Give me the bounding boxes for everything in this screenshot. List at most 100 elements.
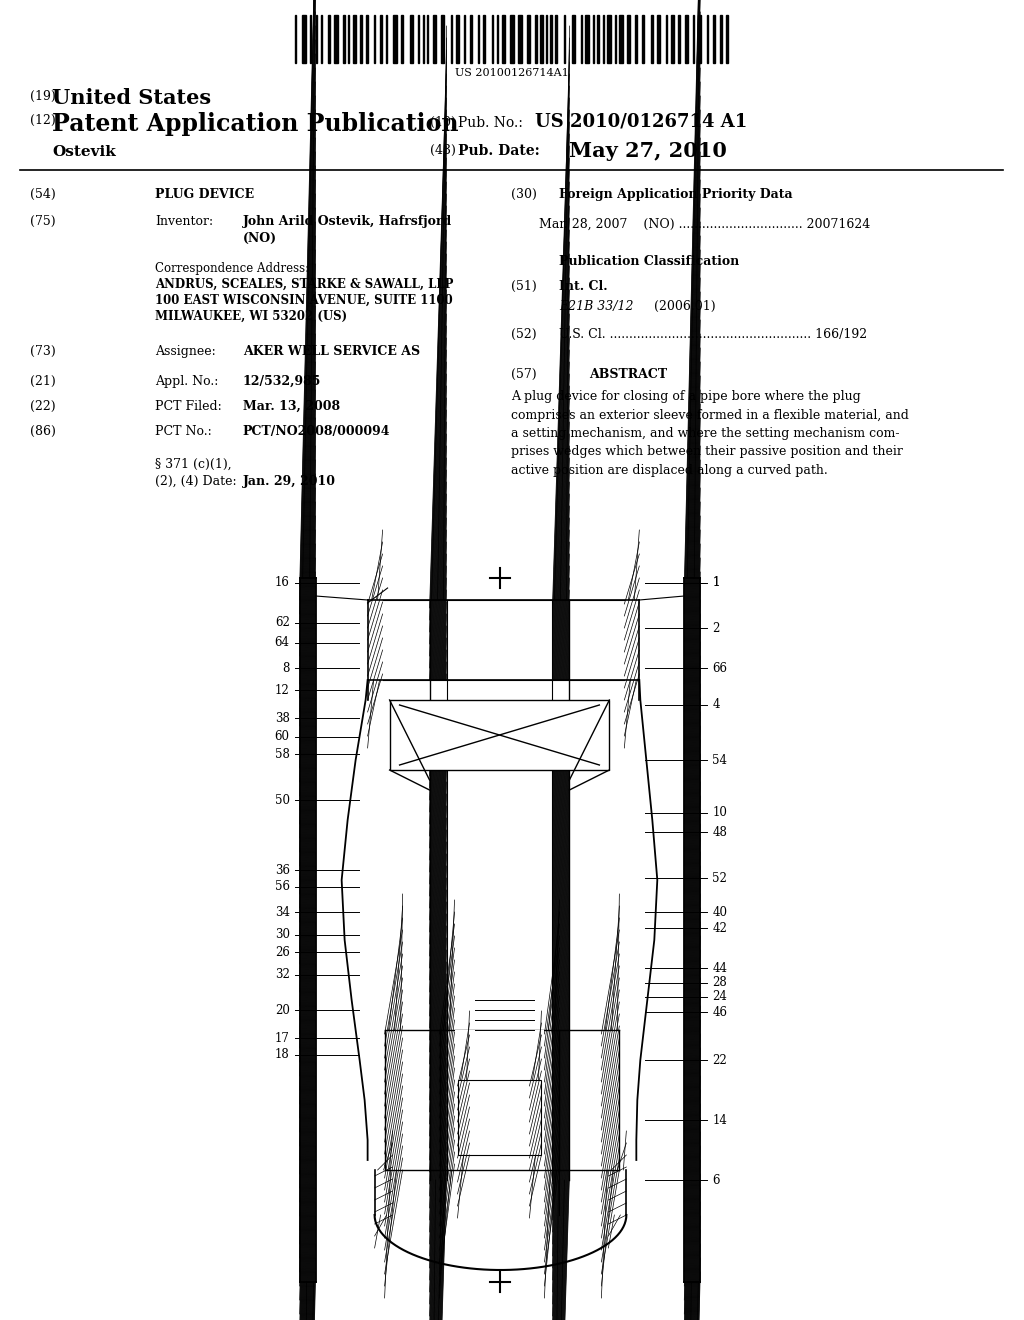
Bar xyxy=(642,15,644,63)
Bar xyxy=(527,15,530,63)
Text: 62: 62 xyxy=(274,616,290,630)
Bar xyxy=(678,15,680,63)
Bar xyxy=(455,1030,545,1170)
Text: 28: 28 xyxy=(713,977,727,990)
Text: 56: 56 xyxy=(274,880,290,894)
Bar xyxy=(456,15,459,63)
Text: 22: 22 xyxy=(713,1053,727,1067)
Text: Publication Classification: Publication Classification xyxy=(559,255,739,268)
Bar xyxy=(400,15,402,63)
Text: (43): (43) xyxy=(429,144,456,157)
Text: E21B 33/12: E21B 33/12 xyxy=(559,300,634,313)
Text: (52): (52) xyxy=(511,327,537,341)
Text: (2), (4) Date:: (2), (4) Date: xyxy=(155,475,237,488)
Text: Ostevik: Ostevik xyxy=(52,145,116,158)
Bar xyxy=(380,15,382,63)
Bar xyxy=(551,15,552,63)
Text: § 371 (c)(1),: § 371 (c)(1), xyxy=(155,458,231,471)
Bar xyxy=(657,15,660,63)
Text: 44: 44 xyxy=(713,961,727,974)
Text: Int. Cl.: Int. Cl. xyxy=(559,280,608,293)
Bar xyxy=(389,700,609,770)
Text: US 20100126714A1: US 20100126714A1 xyxy=(455,69,568,78)
Text: (51): (51) xyxy=(511,280,538,293)
Text: ANDRUS, SCEALES, STARKE & SAWALL, LLP: ANDRUS, SCEALES, STARKE & SAWALL, LLP xyxy=(155,279,454,290)
Text: 16: 16 xyxy=(274,577,290,590)
Text: 100 EAST WISCONSIN AVENUE, SUITE 1100: 100 EAST WISCONSIN AVENUE, SUITE 1100 xyxy=(155,294,453,308)
Bar xyxy=(366,15,368,63)
Text: MILWAUKEE, WI 53202 (US): MILWAUKEE, WI 53202 (US) xyxy=(155,310,347,323)
Bar xyxy=(302,15,306,63)
Bar xyxy=(586,15,590,63)
Text: PCT Filed:: PCT Filed: xyxy=(155,400,221,413)
Text: United States: United States xyxy=(52,88,211,108)
Bar xyxy=(518,15,522,63)
Text: 52: 52 xyxy=(713,871,727,884)
Text: 1: 1 xyxy=(713,577,720,590)
Bar xyxy=(555,15,557,63)
Bar xyxy=(720,15,722,63)
Text: 36: 36 xyxy=(274,863,290,876)
Bar xyxy=(541,15,544,63)
Text: Mar. 13, 2008: Mar. 13, 2008 xyxy=(243,400,340,413)
Bar xyxy=(343,15,345,63)
Text: (19): (19) xyxy=(30,90,55,103)
Text: 20: 20 xyxy=(274,1003,290,1016)
Text: (10): (10) xyxy=(429,116,456,129)
Text: 64: 64 xyxy=(274,636,290,649)
Text: 46: 46 xyxy=(713,1006,727,1019)
Bar xyxy=(572,15,575,63)
Text: Appl. No.:: Appl. No.: xyxy=(155,375,218,388)
Bar xyxy=(503,15,506,63)
Bar xyxy=(672,15,674,63)
Bar xyxy=(685,15,688,63)
Bar xyxy=(651,15,653,63)
Bar xyxy=(410,15,413,63)
Text: 26: 26 xyxy=(274,945,290,958)
Text: 50: 50 xyxy=(274,793,290,807)
Bar xyxy=(392,15,396,63)
Bar xyxy=(334,15,338,63)
Text: 60: 60 xyxy=(274,730,290,743)
Bar xyxy=(698,15,701,63)
Text: 14: 14 xyxy=(713,1114,727,1126)
Text: 66: 66 xyxy=(713,661,727,675)
Text: (NO): (NO) xyxy=(243,232,276,246)
Text: Correspondence Address:: Correspondence Address: xyxy=(155,261,309,275)
Bar xyxy=(359,15,361,63)
Text: (75): (75) xyxy=(30,215,55,228)
Text: 8: 8 xyxy=(283,661,290,675)
Bar xyxy=(458,1080,542,1155)
Text: AKER WELL SERVICE AS: AKER WELL SERVICE AS xyxy=(243,345,420,358)
Text: ABSTRACT: ABSTRACT xyxy=(590,368,668,381)
Bar xyxy=(470,15,471,63)
Text: Mar. 28, 2007    (NO) ................................ 20071624: Mar. 28, 2007 (NO) .....................… xyxy=(540,218,870,231)
Text: 38: 38 xyxy=(274,711,290,725)
Text: (21): (21) xyxy=(30,375,55,388)
Text: 54: 54 xyxy=(713,754,727,767)
Bar xyxy=(607,15,611,63)
Bar xyxy=(597,15,599,63)
Bar xyxy=(328,15,330,63)
Text: 34: 34 xyxy=(274,906,290,919)
Bar xyxy=(536,15,538,63)
Text: (86): (86) xyxy=(30,425,56,438)
Text: (22): (22) xyxy=(30,400,55,413)
Text: John Arild Ostevik, Hafrsfjord: John Arild Ostevik, Hafrsfjord xyxy=(243,215,452,228)
Text: 32: 32 xyxy=(274,969,290,982)
Text: Foreign Application Priority Data: Foreign Application Priority Data xyxy=(559,187,793,201)
Text: PCT/NO2008/000094: PCT/NO2008/000094 xyxy=(243,425,390,438)
Text: 42: 42 xyxy=(713,921,727,935)
Text: (12): (12) xyxy=(30,114,55,127)
Text: 1: 1 xyxy=(713,577,720,590)
Bar xyxy=(440,15,443,63)
Text: 40: 40 xyxy=(713,906,727,919)
Text: (57): (57) xyxy=(511,368,537,381)
Text: US 2010/0126714 A1: US 2010/0126714 A1 xyxy=(536,114,748,131)
Bar xyxy=(620,15,624,63)
Text: 48: 48 xyxy=(713,825,727,838)
Text: 4: 4 xyxy=(713,698,720,711)
Text: 10: 10 xyxy=(713,807,727,820)
Bar xyxy=(432,15,435,63)
Bar xyxy=(0,556,1023,566)
